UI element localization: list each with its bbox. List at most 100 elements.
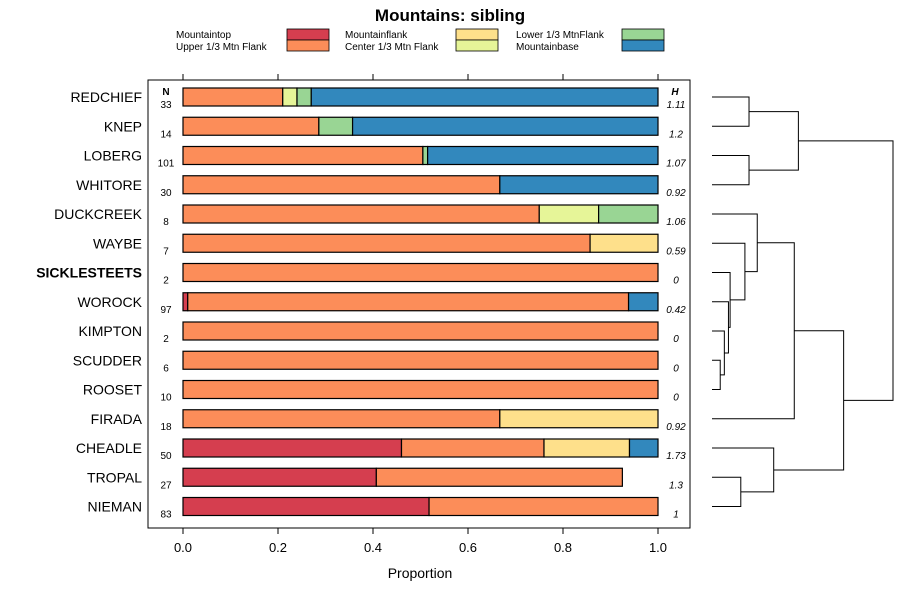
row-label: WAYBE xyxy=(93,235,142,251)
bar-segment xyxy=(310,87,659,107)
x-tick-label: 0.2 xyxy=(269,540,287,555)
x-tick-label: 0.8 xyxy=(554,540,572,555)
bar-segment xyxy=(182,87,284,107)
row-n-value: 7 xyxy=(163,246,169,257)
row-h-value: 1.06 xyxy=(666,217,686,228)
row-label: KIMPTON xyxy=(78,323,142,339)
row-label: CHEADLE xyxy=(76,440,142,456)
legend-swatch xyxy=(455,28,499,41)
row-n-value: 50 xyxy=(160,451,172,462)
bar-segment xyxy=(182,175,501,195)
dendrogram-branch xyxy=(712,476,742,507)
row-n-value: 2 xyxy=(163,334,169,345)
dendrogram-branch xyxy=(712,155,750,186)
row-n-value: 27 xyxy=(160,480,172,491)
row-label: TROPAL xyxy=(87,469,142,485)
row-n-value: 83 xyxy=(160,510,172,521)
row-label: LOBERG xyxy=(84,148,142,164)
row-h-value: 1.3 xyxy=(669,480,683,491)
row-label: SICKLESTEETS xyxy=(36,265,142,281)
row-label: ROOSET xyxy=(83,382,143,398)
bar-segment xyxy=(182,262,659,283)
bar-segment xyxy=(400,438,545,458)
row-n-value: 8 xyxy=(163,217,169,228)
x-tick-label: 1.0 xyxy=(649,540,667,555)
bar-segment xyxy=(627,292,659,312)
bar-segment xyxy=(499,175,659,195)
dendrogram-branch xyxy=(773,330,845,471)
dendrogram-branch xyxy=(712,96,750,127)
bar-segment xyxy=(628,438,659,458)
bar-segment xyxy=(182,116,320,136)
bar-segment xyxy=(296,87,312,107)
bar-segment xyxy=(318,116,354,136)
x-tick-label: 0.4 xyxy=(364,540,382,555)
row-h-value: 0.92 xyxy=(666,188,686,199)
bar-segment xyxy=(589,233,659,253)
legend-label: Center 1/3 Mtn Flank xyxy=(345,42,439,53)
bar-segment xyxy=(187,292,630,312)
bar-segment xyxy=(351,116,659,136)
bar-segment xyxy=(375,467,623,487)
row-n-value: 33 xyxy=(160,100,172,111)
x-tick-label: 0.6 xyxy=(459,540,477,555)
row-h-value: 0 xyxy=(673,363,679,374)
plot-frame xyxy=(147,79,691,529)
row-label: SCUDDER xyxy=(73,352,142,368)
dendrogram-branch xyxy=(712,330,725,376)
row-n-value: 18 xyxy=(160,422,172,433)
legend-label: Mountainbase xyxy=(516,42,579,53)
dendrogram-branch xyxy=(712,301,729,354)
bar-segment xyxy=(422,145,429,166)
dendrogram-branch xyxy=(712,242,746,301)
bar-segment xyxy=(598,204,659,224)
legend-swatch xyxy=(286,39,330,52)
legend-label: Mountaintop xyxy=(176,30,231,41)
legend-label: Upper 1/3 Mtn Flank xyxy=(176,42,268,53)
bar-segment xyxy=(282,87,298,107)
bar-segment xyxy=(538,204,600,224)
bar-segment xyxy=(499,409,659,429)
bar-segment xyxy=(182,321,659,341)
x-axis-label: Proportion xyxy=(388,565,453,581)
dendrogram-branch xyxy=(712,447,775,493)
chart-title: Mountains: sibling xyxy=(375,6,525,25)
bar-segment xyxy=(182,292,189,312)
bar-segment xyxy=(182,379,659,400)
row-n-value: 101 xyxy=(158,159,175,170)
row-n-value: 14 xyxy=(160,129,172,140)
row-label: FIRADA xyxy=(91,411,143,427)
bar-segment xyxy=(182,145,424,166)
x-tick-label: 0.0 xyxy=(174,540,192,555)
row-label: KNEP xyxy=(104,118,142,134)
legend-swatch xyxy=(621,39,665,52)
row-n-value: 10 xyxy=(160,393,172,404)
legend-label: Mountainflank xyxy=(345,30,408,41)
dendrogram-branch xyxy=(749,111,799,171)
bar-segment xyxy=(182,496,430,517)
legend-swatch xyxy=(286,28,330,41)
row-label: WHITORE xyxy=(76,177,142,193)
bar-segment xyxy=(182,204,540,224)
h-header: H xyxy=(671,87,679,98)
dendrogram-branch xyxy=(712,359,721,390)
row-h-value: 0 xyxy=(673,334,679,345)
dendrogram-branch xyxy=(712,272,731,328)
row-n-value: 30 xyxy=(160,188,172,199)
legend-label: Lower 1/3 MtnFlank xyxy=(516,30,605,41)
legend-swatch xyxy=(621,28,665,41)
legend-swatch xyxy=(455,39,499,52)
row-h-value: 0.92 xyxy=(666,422,686,433)
bar-segment xyxy=(427,145,659,166)
row-label: WOROCK xyxy=(77,294,142,310)
row-h-value: 1.2 xyxy=(669,129,683,140)
bar-segment xyxy=(182,409,501,429)
row-n-value: 6 xyxy=(163,363,169,374)
row-h-value: 0 xyxy=(673,276,679,287)
row-h-value: 0 xyxy=(673,393,679,404)
bar-segment xyxy=(182,350,659,370)
bar-segment xyxy=(428,496,659,517)
bar-segment xyxy=(543,438,631,458)
row-h-value: 1.73 xyxy=(666,451,686,462)
